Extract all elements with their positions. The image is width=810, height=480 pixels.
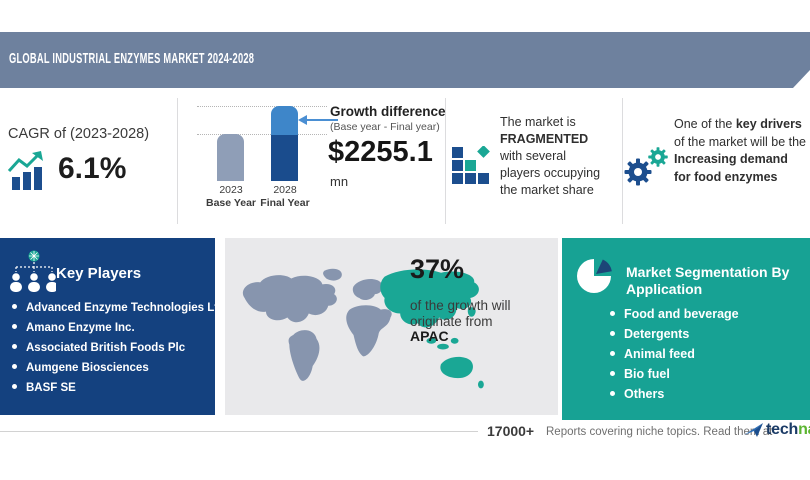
list-item: Aumgene Biosciences (12, 358, 215, 378)
bar-label-2028: 2028 Final Year (260, 184, 310, 209)
footer-divider (0, 431, 478, 432)
bullet-icon (610, 371, 615, 376)
list-item: BASF SE (12, 378, 215, 398)
pie-chart-icon (577, 259, 612, 293)
bullet-icon (610, 351, 615, 356)
reference-line-base (197, 134, 327, 135)
world-map-apac-icon (242, 268, 484, 389)
bullet-icon (12, 324, 17, 329)
bar-2028-growth-segment (271, 106, 298, 135)
bullet-icon (12, 304, 17, 309)
divider (177, 98, 178, 224)
divider (622, 98, 623, 224)
bar-label-2023: 2023 Base Year (205, 184, 257, 209)
paper-plane-icon (744, 423, 763, 437)
key-driver-text: One of the key drivers of the market wil… (674, 117, 807, 184)
footer-note: Reports covering niche topics. Read them… (546, 426, 773, 438)
cagr-label: CAGR of (2023-2028) (8, 126, 150, 142)
list-item: Advanced Enzyme Technologies Ltd. (12, 298, 215, 318)
bar-2023 (217, 134, 244, 181)
segmentation-title: Market Segmentation By Application (626, 264, 790, 297)
bar-chart-up-arrow-icon (7, 151, 43, 190)
key-players-panel: Key Players Advanced Enzyme Technologies… (0, 238, 215, 415)
fragmented-squares-icon (452, 146, 490, 184)
brand-word-tech: tech (766, 421, 799, 438)
org-chart-people-icon (10, 250, 56, 292)
market-structure-text: The market is FRAGMENTED with several pl… (500, 115, 601, 197)
regional-growth-panel: 37% of the growth will originate from AP… (225, 238, 558, 415)
divider (445, 98, 446, 224)
list-item: Food and beverage (610, 304, 739, 324)
gears-icon (624, 147, 668, 186)
bullet-icon (12, 364, 17, 369)
bar-2028-base-segment (271, 135, 298, 181)
apac-growth-text: of the growth will originate from APAC (410, 298, 511, 344)
bullet-icon (12, 384, 17, 389)
growth-difference-value: $2255.1 (328, 136, 433, 168)
growth-difference-title: Growth difference (330, 104, 446, 119)
list-item: Associated British Foods Plc (12, 338, 215, 358)
callout-arrow-head-icon (298, 115, 307, 125)
header-notch (793, 70, 810, 88)
list-item: Bio fuel (610, 364, 739, 384)
cagr-value: 6.1% (58, 152, 127, 185)
bullet-icon (610, 391, 615, 396)
technavio-logo: technavio (744, 421, 810, 439)
growth-difference-unit: mn (330, 174, 349, 189)
brand-word-navio: navio (798, 421, 810, 438)
header-bar: GLOBAL INDUSTRIAL ENZYMES MARKET 2024-20… (0, 32, 810, 88)
key-players-title: Key Players (56, 265, 142, 282)
bullet-icon (610, 331, 615, 336)
page-title: GLOBAL INDUSTRIAL ENZYMES MARKET 2024-20… (9, 50, 255, 67)
bullet-icon (12, 344, 17, 349)
callout-arrow-line (306, 119, 338, 121)
segmentation-list: Food and beverage Detergents Animal feed… (610, 304, 739, 404)
report-count: 17000+ (487, 423, 535, 439)
list-item: Animal feed (610, 344, 739, 364)
list-item: Amano Enzyme Inc. (12, 318, 215, 338)
apac-percent: 37% (410, 254, 465, 284)
bullet-icon (610, 311, 615, 316)
reference-line-top (197, 106, 327, 107)
list-item: Detergents (610, 324, 739, 344)
list-item: Others (610, 384, 739, 404)
segmentation-panel: Market Segmentation By Application Food … (562, 238, 810, 420)
growth-difference-subtitle: (Base year - Final year) (330, 121, 440, 133)
key-players-list: Advanced Enzyme Technologies Ltd. Amano … (12, 298, 215, 398)
